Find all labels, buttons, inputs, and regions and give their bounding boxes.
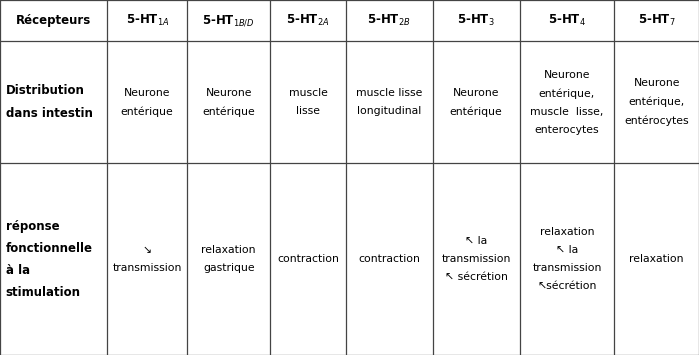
Text: ↖ la
transmission
↖ sécrétion: ↖ la transmission ↖ sécrétion: [441, 236, 511, 282]
Text: contraction: contraction: [358, 254, 420, 264]
Text: 5-HT$_{2A}$: 5-HT$_{2A}$: [287, 13, 330, 28]
Text: 5-HT$_{1B/D}$: 5-HT$_{1B/D}$: [203, 13, 255, 28]
Text: relaxation: relaxation: [629, 254, 684, 264]
Text: 5-HT$_{4}$: 5-HT$_{4}$: [548, 13, 586, 28]
Text: muscle lisse
longitudinal: muscle lisse longitudinal: [356, 88, 422, 116]
Text: Récepteurs: Récepteurs: [16, 14, 91, 27]
Text: Distribution
dans intestin: Distribution dans intestin: [6, 84, 92, 120]
Text: Neurone
entérique: Neurone entérique: [202, 88, 255, 116]
Text: réponse
fonctionnelle
à la
stimulation: réponse fonctionnelle à la stimulation: [6, 220, 92, 299]
Text: Neurone
entérique: Neurone entérique: [449, 88, 503, 116]
Text: 5-HT$_{7}$: 5-HT$_{7}$: [638, 13, 675, 28]
Text: Neurone
entérique,
muscle  lisse,
enterocytes: Neurone entérique, muscle lisse, enteroc…: [531, 70, 604, 135]
Text: Neurone
entérique,
entérocytes: Neurone entérique, entérocytes: [624, 78, 689, 126]
Text: relaxation
gastrique: relaxation gastrique: [201, 245, 256, 273]
Text: 5-HT$_{2B}$: 5-HT$_{2B}$: [368, 13, 411, 28]
Text: Neurone
entérique: Neurone entérique: [121, 88, 173, 116]
Text: ↘
transmission: ↘ transmission: [113, 245, 182, 273]
Text: 5-HT$_{3}$: 5-HT$_{3}$: [457, 13, 495, 28]
Text: contraction: contraction: [277, 254, 339, 264]
Text: 5-HT$_{1A}$: 5-HT$_{1A}$: [126, 13, 169, 28]
Text: relaxation
↖ la
transmission
↖sécrétion: relaxation ↖ la transmission ↖sécrétion: [532, 227, 602, 291]
Text: muscle
lisse: muscle lisse: [289, 88, 327, 116]
